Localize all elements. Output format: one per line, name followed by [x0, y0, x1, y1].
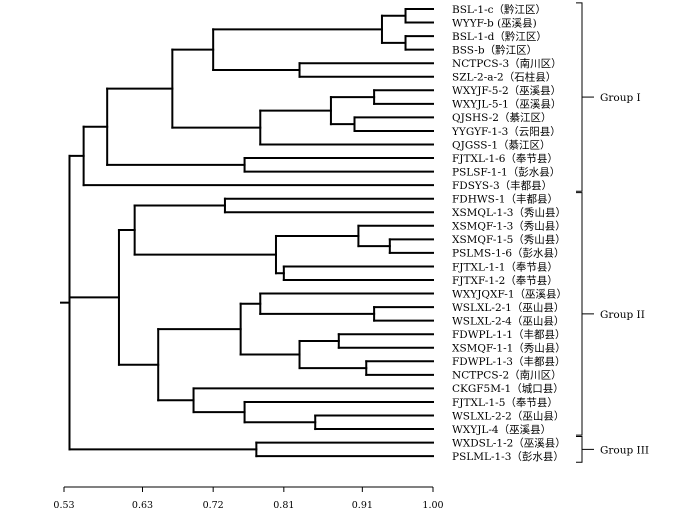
group-bracket — [576, 2, 583, 192]
leaf-label: WXYJL-5-1（巫溪县） — [452, 99, 561, 111]
leaf-label: FJTXL-1-5（奉节县） — [452, 396, 558, 409]
leaf-label: WSLXL-2-4（巫山县） — [452, 315, 564, 327]
leaf-label: WXYJF-5-2（巫溪县） — [452, 85, 561, 97]
leaf-label: WSLXL-2-1（巫山县） — [452, 302, 564, 314]
dendrogram-branches — [60, 8, 434, 458]
leaf-label: NCTPCS-2（南川区） — [452, 369, 562, 382]
leaf-label: PSLMS-1-6（彭水县） — [452, 247, 565, 260]
group-bracket — [576, 436, 583, 463]
leaf-labels: BSL-1-c（黔江区）WYYF-b (巫溪县)BSL-1-d（黔江区）BSS-… — [451, 3, 567, 463]
leaf-label: NCTPCS-3（南川区） — [452, 57, 562, 70]
leaf-label: XSMQF-1-3（秀山县） — [452, 221, 566, 233]
group-label: Group II — [600, 309, 645, 321]
leaf-label: BSL-1-c（黔江区） — [452, 3, 546, 16]
leaf-label: PSLSF-1-1（彭水县） — [452, 165, 560, 178]
leaf-label: FDHWS-1（丰都县） — [452, 193, 558, 206]
leaf-label: FJTXL-1-6（奉节县） — [452, 152, 558, 165]
x-tick-label: 0.81 — [273, 500, 294, 511]
group-brackets: Group I Group II Group III — [576, 2, 649, 463]
leaf-label: WXYJL-4（巫溪县） — [452, 424, 551, 436]
leaf-label: WSLXL-2-2（巫山县） — [452, 410, 564, 422]
leaf-label: FDWPL-1-3（丰都县） — [452, 355, 566, 368]
leaf-label: XSMQL-1-3（秀山县） — [452, 207, 566, 219]
group-label: Group III — [600, 444, 649, 456]
leaf-label: PSLML-1-3（彭水县） — [452, 450, 564, 463]
leaf-label: WXDSL-1-2（巫溪县） — [452, 437, 566, 449]
leaf-label: SZL-2-a-2（石柱县） — [452, 71, 556, 84]
leaf-label: YYGYF-1-3（云阳县） — [451, 126, 561, 138]
leaf-label: FJTXL-1-1（奉节县） — [452, 260, 558, 273]
leaf-label: QJSHS-2（綦江区） — [452, 111, 551, 124]
leaf-label: BSS-b（黔江区） — [452, 43, 537, 56]
x-tick-label: 1.00 — [422, 500, 443, 511]
leaf-label: WYYF-b (巫溪县) — [452, 17, 537, 29]
x-axis: 0.53 0.63 0.72 0.81 0.91 1.00 — [53, 486, 444, 511]
group-bracket — [576, 192, 583, 436]
leaf-label: FDSYS-3（丰都县） — [452, 179, 552, 192]
x-tick-label: 0.72 — [203, 500, 224, 511]
x-tick-label: 0.63 — [132, 500, 153, 511]
leaf-label: QJGSS-1（綦江区） — [452, 138, 551, 151]
x-tick-label: 0.53 — [53, 500, 74, 511]
leaf-label: FDWPL-1-1（丰都县） — [452, 328, 566, 341]
leaf-label: BSL-1-d（黔江区） — [452, 30, 547, 43]
group-label: Group I — [600, 92, 641, 104]
leaf-label: FJTXF-1-2（奉节县） — [452, 274, 558, 287]
x-tick-label: 0.91 — [352, 500, 373, 511]
leaf-label: XSMQF-1-5（秀山县） — [452, 234, 566, 246]
leaf-label: CKGF5M-1（城口县） — [452, 383, 564, 395]
leaf-label: XSMQF-1-1（秀山县） — [452, 343, 566, 355]
leaf-label: WXYJQXF-1（巫溪县） — [452, 288, 567, 300]
